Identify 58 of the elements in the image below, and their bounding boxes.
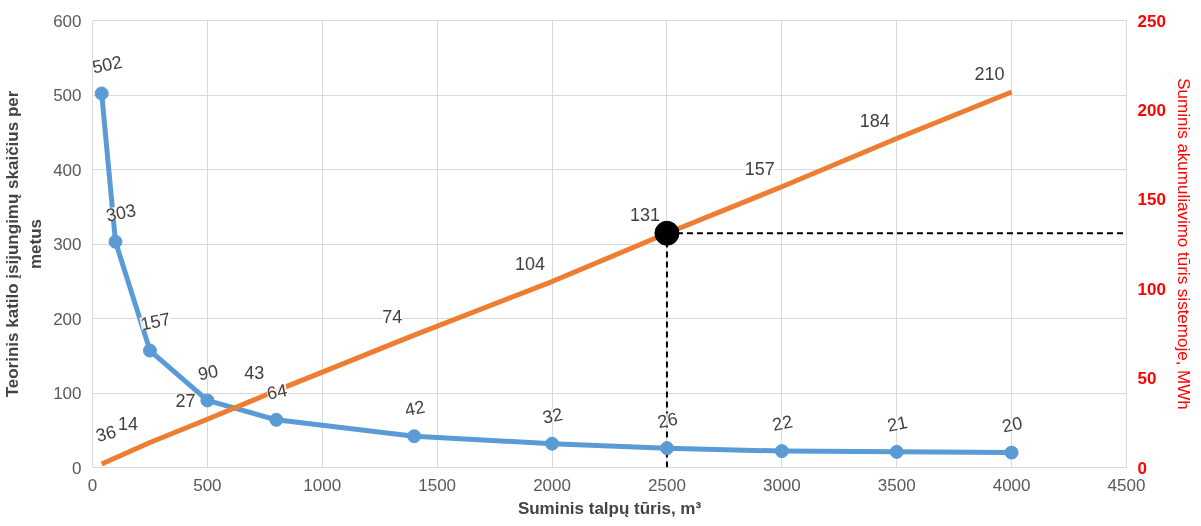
y2-tick-label: 250 bbox=[1137, 11, 1166, 31]
y-tick-label: 200 bbox=[53, 309, 82, 329]
data-label: 90 bbox=[196, 360, 220, 385]
x-tick-label: 4000 bbox=[992, 475, 1031, 495]
point bbox=[545, 436, 560, 451]
data-label: 43 bbox=[244, 362, 265, 383]
x-tick-label: 3000 bbox=[762, 475, 801, 495]
y2-tick-label: 100 bbox=[1137, 279, 1166, 299]
x-tick-label: 500 bbox=[193, 475, 222, 495]
y2-tick-label: 200 bbox=[1137, 100, 1166, 120]
data-label: 27 bbox=[175, 391, 196, 412]
x-axis-title: Suminis talpų tūris, m³ bbox=[517, 498, 702, 518]
point bbox=[94, 86, 109, 101]
data-label: 14 bbox=[117, 414, 138, 435]
data-label: 32 bbox=[540, 404, 565, 428]
data-label: 64 bbox=[265, 380, 289, 404]
x-tick-label: 1500 bbox=[418, 475, 457, 495]
data-label: 210 bbox=[974, 64, 1005, 85]
point bbox=[659, 441, 674, 456]
data-label: 74 bbox=[382, 307, 403, 328]
x-tick-label: 4500 bbox=[1107, 475, 1146, 495]
y-tick-label: 600 bbox=[53, 11, 82, 31]
x-tick-label: 2000 bbox=[533, 475, 571, 495]
data-label: 21 bbox=[885, 412, 910, 436]
y-axis-title: Teorinis katilo įsijungimų skaičius per metus bbox=[3, 90, 46, 398]
y-tick-label: 0 bbox=[72, 458, 82, 478]
y2-tick-label: 0 bbox=[1137, 458, 1147, 478]
y-tick-label: 500 bbox=[53, 86, 82, 105]
y-tick-label: 300 bbox=[53, 235, 82, 254]
point bbox=[269, 412, 284, 427]
point bbox=[889, 444, 904, 459]
point bbox=[1004, 445, 1019, 460]
data-label: 42 bbox=[403, 396, 427, 421]
x-tick-label: 3500 bbox=[877, 475, 916, 495]
data-label: 184 bbox=[859, 110, 890, 131]
point bbox=[774, 444, 789, 459]
x-tick-label: 1000 bbox=[303, 475, 342, 495]
annotation: 36 bbox=[93, 421, 119, 446]
data-label: 131 bbox=[629, 205, 660, 226]
x-tick-label: 2500 bbox=[648, 475, 686, 495]
y-tick-label: 100 bbox=[53, 384, 82, 403]
point bbox=[407, 429, 422, 444]
point bbox=[200, 393, 215, 408]
data-label: 502 bbox=[90, 51, 124, 78]
y2-axis-title: Suminis akumuliavimo tūris sistemoje, MWh bbox=[1173, 78, 1193, 410]
y-tick-label: 400 bbox=[53, 160, 82, 180]
y2-tick-label: 150 bbox=[1137, 190, 1166, 210]
point bbox=[108, 234, 123, 249]
data-label: 26 bbox=[655, 408, 680, 433]
data-label: 157 bbox=[138, 308, 173, 335]
data-label: 20 bbox=[1000, 412, 1025, 437]
data-label: 157 bbox=[744, 158, 775, 179]
data-label: 22 bbox=[770, 411, 795, 436]
point bbox=[142, 343, 157, 358]
data-label: 303 bbox=[104, 200, 138, 226]
data-label: 104 bbox=[515, 253, 546, 274]
y2-tick-label: 50 bbox=[1137, 369, 1157, 389]
x-tick-label: 0 bbox=[87, 475, 98, 495]
